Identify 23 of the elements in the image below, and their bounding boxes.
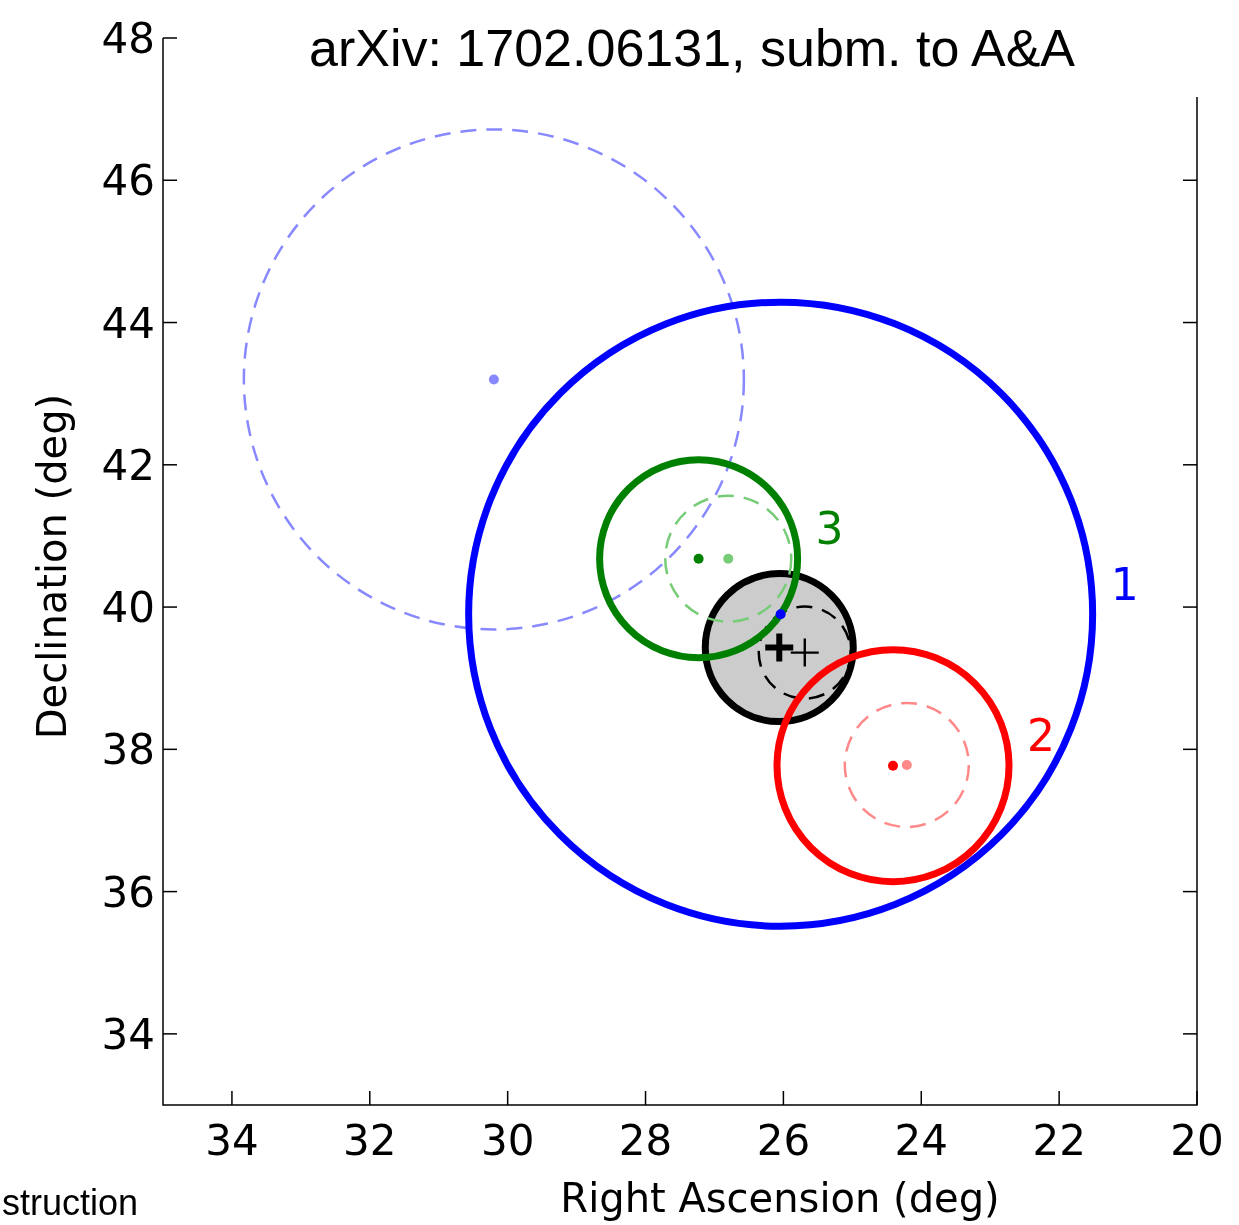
x-tick-label: 22 [1032, 1116, 1086, 1165]
x-tick-label: 32 [343, 1116, 397, 1165]
annotation: 3 [815, 503, 844, 555]
x-tick-label: 34 [205, 1116, 259, 1165]
y-tick-label: 42 [101, 440, 155, 490]
y-tick-label: 44 [101, 298, 155, 348]
x-tick-label: 28 [618, 1116, 673, 1165]
x-axis-title: Right Ascension (deg) [560, 1175, 1000, 1221]
annotation: 2 [1027, 710, 1055, 762]
x-tick-label: 20 [1170, 1116, 1224, 1165]
y-tick-label: 40 [101, 583, 155, 633]
y-tick-label: 46 [101, 156, 155, 206]
x-tick-label: 26 [756, 1116, 811, 1165]
x-tick-label: 30 [480, 1116, 535, 1165]
x-tick-label: 24 [894, 1116, 948, 1165]
y-tick-label: 38 [101, 725, 155, 775]
y-tick-label: 36 [101, 867, 155, 917]
y-axis-title: Declination (deg) [29, 393, 75, 740]
y-tick-label: 34 [101, 1009, 155, 1059]
y-tick-label: 48 [101, 14, 155, 63]
annotation: 1 [1110, 558, 1139, 610]
text: struction [2, 1182, 139, 1223]
chart-title: arXiv: 1702.06131, subm. to A&A [308, 19, 1076, 77]
